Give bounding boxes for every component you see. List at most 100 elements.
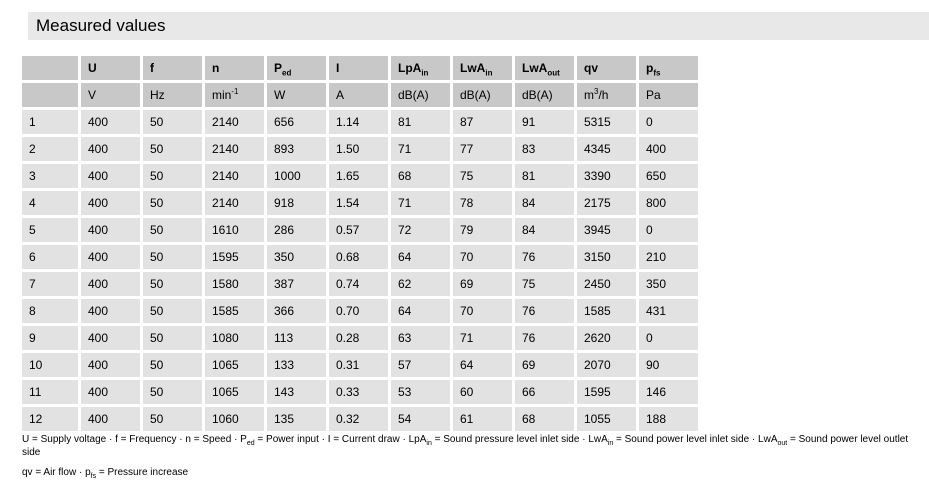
data-cell: 76 [515,299,574,323]
column-unit: Hz [143,83,202,107]
row-number: 6 [22,245,78,269]
data-cell: 64 [391,245,450,269]
data-cell: 188 [639,407,698,431]
data-cell: 84 [515,191,574,215]
data-cell: 1000 [267,164,326,188]
data-cell: 1080 [205,326,264,350]
data-cell: 5315 [577,110,636,134]
table-row: 4 400 50 2140 918 1.54 71 78 84 2175 800 [22,191,698,215]
column-header: U [81,56,140,80]
data-cell: 1065 [205,380,264,404]
data-cell: 1585 [577,299,636,323]
data-cell: 50 [143,164,202,188]
data-cell: 72 [391,218,450,242]
data-cell: 1585 [205,299,264,323]
table-row: 1 400 50 2140 656 1.14 81 87 91 5315 0 [22,110,698,134]
data-cell: 69 [453,272,512,296]
data-cell: 0.28 [329,326,388,350]
data-cell: 143 [267,380,326,404]
row-number: 9 [22,326,78,350]
table-row: 5 400 50 1610 286 0.57 72 79 84 3945 0 [22,218,698,242]
legend: U = Supply voltage · f = Frequency · n =… [22,433,924,480]
data-cell: 71 [391,191,450,215]
data-cell: 387 [267,272,326,296]
row-number: 10 [22,353,78,377]
row-number: 1 [22,110,78,134]
data-cell: 71 [453,326,512,350]
data-cell: 54 [391,407,450,431]
data-cell: 83 [515,137,574,161]
table-row: 8 400 50 1585 366 0.70 64 70 76 1585 431 [22,299,698,323]
data-cell: 50 [143,218,202,242]
data-cell: 400 [81,272,140,296]
column-header: f [143,56,202,80]
data-cell: 1610 [205,218,264,242]
data-cell: 62 [391,272,450,296]
data-cell: 60 [453,380,512,404]
column-unit: V [81,83,140,107]
row-number: 12 [22,407,78,431]
data-cell: 210 [639,245,698,269]
data-cell: 81 [391,110,450,134]
data-cell: 64 [453,353,512,377]
table-row: 6 400 50 1595 350 0.68 64 70 76 3150 210 [22,245,698,269]
data-cell: 286 [267,218,326,242]
row-number: 4 [22,191,78,215]
data-cell: 4345 [577,137,636,161]
column-unit: m3/h [577,83,636,107]
data-cell: 68 [391,164,450,188]
data-cell: 50 [143,272,202,296]
data-cell: 400 [81,326,140,350]
data-cell: 68 [515,407,574,431]
column-header: pfs [639,56,698,80]
data-cell: 66 [515,380,574,404]
row-number: 2 [22,137,78,161]
column-header: LpAin [391,56,450,80]
data-cell: 1.54 [329,191,388,215]
data-cell: 77 [453,137,512,161]
data-cell: 918 [267,191,326,215]
data-cell: 63 [391,326,450,350]
column-unit: Pa [639,83,698,107]
data-cell: 3945 [577,218,636,242]
column-unit: dB(A) [391,83,450,107]
table-row: 9 400 50 1080 113 0.28 63 71 76 2620 0 [22,326,698,350]
data-cell: 61 [453,407,512,431]
column-header: qv [577,56,636,80]
data-cell: 50 [143,110,202,134]
data-cell: 400 [81,245,140,269]
table-row: 12 400 50 1060 135 0.32 54 61 68 1055 188 [22,407,698,431]
data-cell: 400 [639,137,698,161]
data-cell: 400 [81,191,140,215]
data-cell: 1.50 [329,137,388,161]
data-cell: 2140 [205,137,264,161]
data-cell: 50 [143,326,202,350]
data-cell: 0.57 [329,218,388,242]
data-cell: 1595 [577,380,636,404]
data-cell: 57 [391,353,450,377]
data-cell: 2140 [205,164,264,188]
data-cell: 650 [639,164,698,188]
data-cell: 50 [143,407,202,431]
data-cell: 1.65 [329,164,388,188]
data-cell: 400 [81,110,140,134]
data-cell: 113 [267,326,326,350]
data-cell: 1055 [577,407,636,431]
data-cell: 800 [639,191,698,215]
data-cell: 0.70 [329,299,388,323]
table-row: 2 400 50 2140 893 1.50 71 77 83 4345 400 [22,137,698,161]
data-cell: 50 [143,353,202,377]
data-cell: 350 [267,245,326,269]
data-cell: 133 [267,353,326,377]
data-cell: 1595 [205,245,264,269]
data-cell: 893 [267,137,326,161]
column-unit: W [267,83,326,107]
data-cell: 1.14 [329,110,388,134]
column-header: n [205,56,264,80]
table-row: 3 400 50 2140 1000 1.65 68 75 81 3390 650 [22,164,698,188]
data-cell: 76 [515,326,574,350]
data-cell: 3150 [577,245,636,269]
data-cell: 78 [453,191,512,215]
data-cell: 1065 [205,353,264,377]
